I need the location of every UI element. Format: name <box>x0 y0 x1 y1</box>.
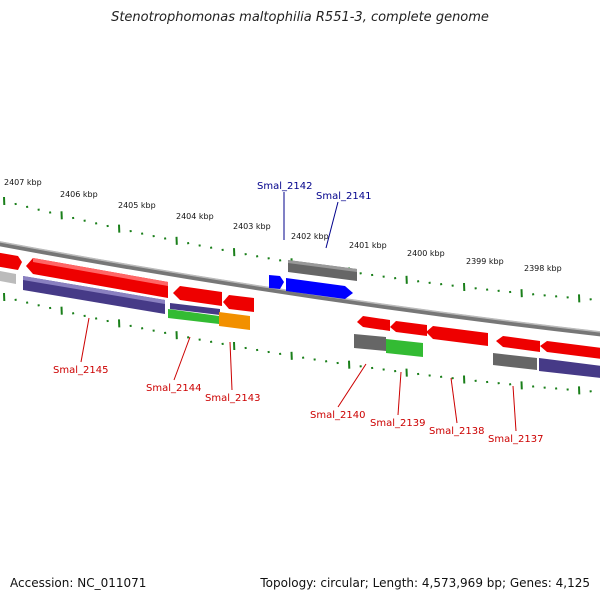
gene-label[interactable]: Smal_2141 <box>316 191 371 202</box>
genome-summary: Topology: circular; Length: 4,573,969 bp… <box>260 576 590 590</box>
scale-label: 2407 kbp <box>4 178 42 187</box>
gene-label[interactable]: Smal_2145 <box>53 365 108 376</box>
gene-arrow[interactable] <box>170 303 220 315</box>
gene-leader-line <box>173 336 191 381</box>
gene-arrow[interactable] <box>173 286 222 306</box>
genome-title: Stenotrophomonas maltophilia R551-3, com… <box>111 10 489 25</box>
gene-arrow[interactable] <box>354 334 386 351</box>
gene-arrow[interactable] <box>219 312 250 330</box>
gene-arrow[interactable] <box>386 339 423 357</box>
genome-backbone <box>0 241 600 337</box>
gene-arrow[interactable] <box>286 278 353 299</box>
scale-label: 2401 kbp <box>349 241 387 250</box>
scale-label: 2406 kbp <box>60 190 98 199</box>
gene-arrow[interactable] <box>168 309 219 324</box>
gene-leader-line <box>397 371 402 416</box>
gene-arrow[interactable] <box>357 316 390 331</box>
gene-arrow[interactable] <box>269 275 284 289</box>
gene-leader-line <box>229 341 233 391</box>
gene-arrow[interactable] <box>493 353 537 370</box>
gene-label[interactable]: Smal_2139 <box>370 418 425 429</box>
gene-arrow[interactable] <box>223 295 254 312</box>
gene-label[interactable]: Smal_2138 <box>429 426 484 437</box>
accession-label: Accession: NC_011071 <box>10 576 147 590</box>
gene-label[interactable]: Smal_2140 <box>310 410 365 421</box>
scale-label: 2399 kbp <box>466 257 504 266</box>
gene-arrow[interactable] <box>540 341 600 360</box>
gene-leader-line <box>512 385 517 432</box>
gene-arrow[interactable] <box>390 321 427 336</box>
gene-arrow[interactable] <box>0 252 22 270</box>
gene-label[interactable]: Smal_2144 <box>146 383 201 394</box>
scale-label: 2404 kbp <box>176 212 214 221</box>
scale-label: 2400 kbp <box>407 249 445 258</box>
gene-arrow[interactable] <box>0 270 16 284</box>
scale-label: 2405 kbp <box>118 201 156 210</box>
scale-label: 2398 kbp <box>524 264 562 273</box>
gene-leader-line <box>325 201 339 249</box>
gene-label[interactable]: Smal_2143 <box>205 393 260 404</box>
gene-arrow[interactable] <box>426 326 488 346</box>
gene-leader-line <box>337 363 367 408</box>
gene-label[interactable]: Smal_2142 <box>257 181 312 192</box>
gene-arrow[interactable] <box>496 336 540 352</box>
gene-arrow[interactable] <box>26 258 168 298</box>
forward-strand <box>269 260 357 299</box>
reverse-strand <box>0 252 600 379</box>
gene-leader-line <box>80 317 90 363</box>
scale-ticks-lower <box>3 292 592 395</box>
scale-ticks-upper <box>3 196 592 303</box>
gene-arrow[interactable] <box>539 358 600 379</box>
gene-leader-line <box>450 377 458 424</box>
scale-label: 2403 kbp <box>233 222 271 231</box>
gene-label[interactable]: Smal_2137 <box>488 434 543 445</box>
scale-label: 2402 kbp <box>291 232 329 241</box>
